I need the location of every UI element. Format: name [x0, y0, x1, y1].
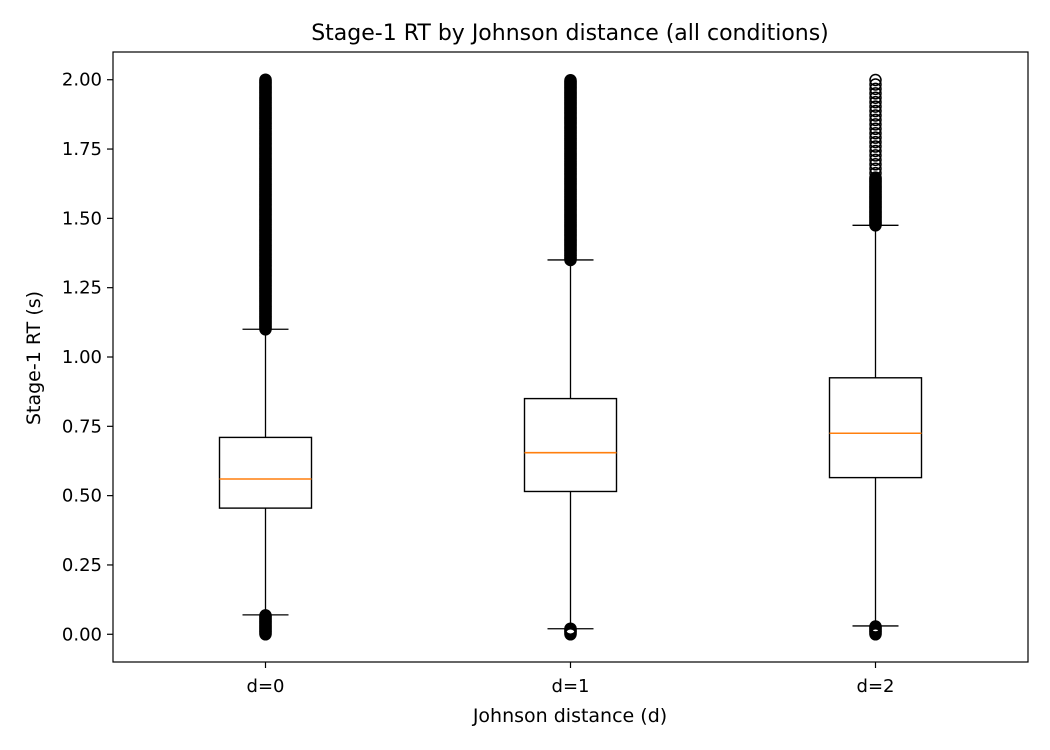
x-axis-title: Johnson distance (d) — [472, 705, 667, 727]
y-tick-label: 0.75 — [62, 416, 102, 437]
outlier-point-high — [564, 74, 577, 87]
y-tick-label: 0.25 — [62, 555, 102, 576]
outlier-point-high — [869, 162, 882, 175]
outlier-point-high — [869, 109, 882, 122]
y-tick-label: 1.50 — [62, 208, 102, 229]
iqr-box — [218, 436, 313, 509]
outlier-point-high — [869, 166, 882, 180]
outlier-point-high — [869, 171, 882, 184]
y-tick-label: 0.00 — [62, 624, 102, 645]
outlier-point-high — [869, 153, 882, 167]
outlier-point-high — [869, 78, 882, 91]
y-tick-label: 2.00 — [62, 70, 102, 91]
iqr-box — [828, 377, 923, 479]
outlier-point-high — [869, 104, 882, 118]
outlier-point-high — [869, 100, 882, 113]
outlier-point-high — [869, 122, 882, 136]
y-tick-label: 1.75 — [62, 139, 102, 160]
y-axis-title: Stage-1 RT (s) — [23, 291, 45, 425]
outlier-point-high — [869, 131, 882, 144]
outlier-point-high — [869, 118, 882, 131]
iqr-box — [523, 397, 618, 493]
outlier-point-high — [869, 82, 882, 96]
outlier-point-high — [869, 140, 882, 153]
chart-title: Stage-1 RT by Johnson distance (all cond… — [311, 21, 829, 46]
x-tick-label: d=2 — [857, 676, 895, 697]
outlier-point-high — [869, 135, 882, 149]
outlier-point-high — [869, 158, 882, 171]
outlier-point-high — [869, 144, 882, 158]
plot-area: 0.00 0.25 0.50 0.75 1.00 1.25 1.50 1.75 2.00 d=0 d… — [62, 51, 1029, 697]
outlier-point-high — [869, 91, 882, 104]
y-tick-label: 0.50 — [62, 486, 102, 507]
outlier-point-high — [869, 95, 882, 109]
outlier-point-high — [869, 126, 882, 140]
outlier-point-high — [259, 73, 272, 86]
x-tick-label: d=1 — [552, 676, 590, 697]
outlier-point-high — [869, 149, 882, 162]
y-tick-label: 1.25 — [62, 278, 102, 299]
outlier-point-high — [869, 73, 882, 87]
outlier-point-high — [869, 113, 882, 127]
x-tick-label: d=0 — [247, 676, 285, 697]
outlier-point-high — [869, 87, 882, 100]
y-tick-label: 1.00 — [62, 347, 102, 368]
